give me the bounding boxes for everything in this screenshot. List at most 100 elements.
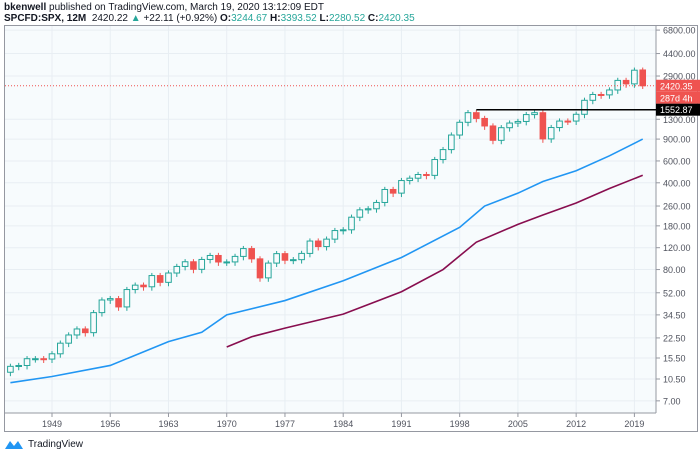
candle: [306, 238, 314, 258]
candle-body: [373, 201, 380, 210]
candle-body: [497, 127, 505, 141]
candle: [398, 177, 405, 198]
x-tick-label: 1970: [217, 419, 237, 429]
candle: [564, 118, 572, 125]
candle: [48, 351, 56, 363]
candle-body: [414, 174, 422, 179]
candle-body: [15, 364, 23, 367]
candle: [589, 91, 597, 105]
candle-body: [256, 258, 264, 279]
candle: [414, 171, 422, 183]
y-tick-label: 4400.00: [663, 49, 696, 59]
x-tick-label: 1977: [275, 419, 295, 429]
candle: [165, 270, 172, 287]
candle-body: [572, 113, 580, 122]
candle-body: [639, 69, 647, 87]
y-tick-label: 120.00: [663, 243, 691, 253]
y-tick-label: 1300.00: [663, 115, 696, 125]
candle-body: [98, 299, 106, 314]
candle: [140, 282, 147, 291]
candle: [373, 199, 380, 213]
y-tick-label: 15.50: [663, 354, 686, 364]
candle-body: [115, 298, 122, 308]
candle: [489, 123, 497, 145]
candle-body: [231, 255, 239, 263]
candle-body: [306, 240, 314, 254]
candle: [448, 132, 455, 154]
symbol[interactable]: SPCFD:SPX, 12M: [4, 13, 87, 24]
candle-body: [32, 358, 39, 361]
candle: [15, 362, 23, 371]
candle-body: [381, 188, 389, 203]
candle: [506, 120, 513, 132]
y-tick-label: 6800.00: [663, 26, 696, 36]
y-tick-label: 600.00: [663, 156, 691, 166]
candle-body: [265, 262, 272, 279]
candle-body: [398, 180, 405, 194]
moving-average-slow: [226, 174, 644, 348]
candle: [497, 125, 505, 145]
open-value: 3244.67: [231, 13, 268, 24]
candle-body: [273, 253, 280, 264]
x-tick-label: 1963: [158, 419, 178, 429]
candle-body: [339, 229, 347, 232]
candle-body: [181, 261, 189, 267]
candle: [531, 110, 538, 119]
last-price-label: 2420.35: [660, 81, 693, 91]
candle-body: [90, 312, 97, 334]
candle: [57, 340, 64, 358]
candle: [231, 253, 239, 266]
candle-body: [597, 93, 605, 96]
candle-body: [564, 120, 572, 123]
level-label: 1552.87: [660, 105, 693, 115]
last-price-label-bg: [656, 79, 700, 92]
candle: [265, 260, 272, 282]
candle: [81, 326, 89, 337]
candle: [240, 245, 247, 261]
y-tick-label: 34.50: [663, 310, 686, 320]
candle: [597, 91, 605, 99]
candle-body: [473, 112, 480, 119]
candle-body: [281, 253, 289, 261]
candle-body: [522, 114, 530, 122]
candle: [606, 87, 613, 99]
candle-body: [356, 209, 364, 218]
y-tick-label: 80.00: [663, 265, 686, 275]
candle-body: [165, 272, 172, 283]
candle-body: [240, 248, 247, 257]
candle: [572, 111, 580, 125]
candle: [314, 238, 322, 251]
author[interactable]: bkenwell: [4, 2, 47, 13]
y-tick-label: 260.00: [663, 202, 691, 212]
y-tick-label: 10.50: [663, 375, 686, 385]
candle: [514, 118, 522, 127]
candle: [439, 146, 447, 164]
candle-body: [156, 275, 164, 283]
candle-body: [506, 122, 513, 129]
y-tick-label: 900.00: [663, 135, 691, 145]
x-tick-label: 1998: [450, 419, 470, 429]
candle: [156, 272, 164, 287]
high-label: H:: [270, 13, 281, 24]
candle: [190, 259, 197, 274]
moving-average-fast: [10, 138, 644, 384]
candle-body: [173, 265, 181, 274]
candle-body: [148, 275, 156, 288]
candle-body: [331, 230, 339, 240]
candle-body: [614, 79, 622, 91]
candle-body: [40, 358, 47, 361]
candle: [298, 250, 305, 264]
x-tick-label: 1991: [391, 419, 411, 429]
candle: [381, 186, 389, 207]
candle-body: [631, 69, 638, 85]
level-label-bg: [656, 103, 700, 116]
tradingview-brand[interactable]: TradingView: [28, 438, 84, 450]
published-text: published on TradingView.com, March 19, …: [49, 2, 325, 13]
candle: [431, 156, 439, 180]
candle-body: [547, 127, 555, 140]
up-triangle-icon: ▲: [130, 13, 141, 24]
candle-body: [206, 254, 214, 260]
candle: [522, 111, 530, 126]
candle: [131, 282, 139, 294]
